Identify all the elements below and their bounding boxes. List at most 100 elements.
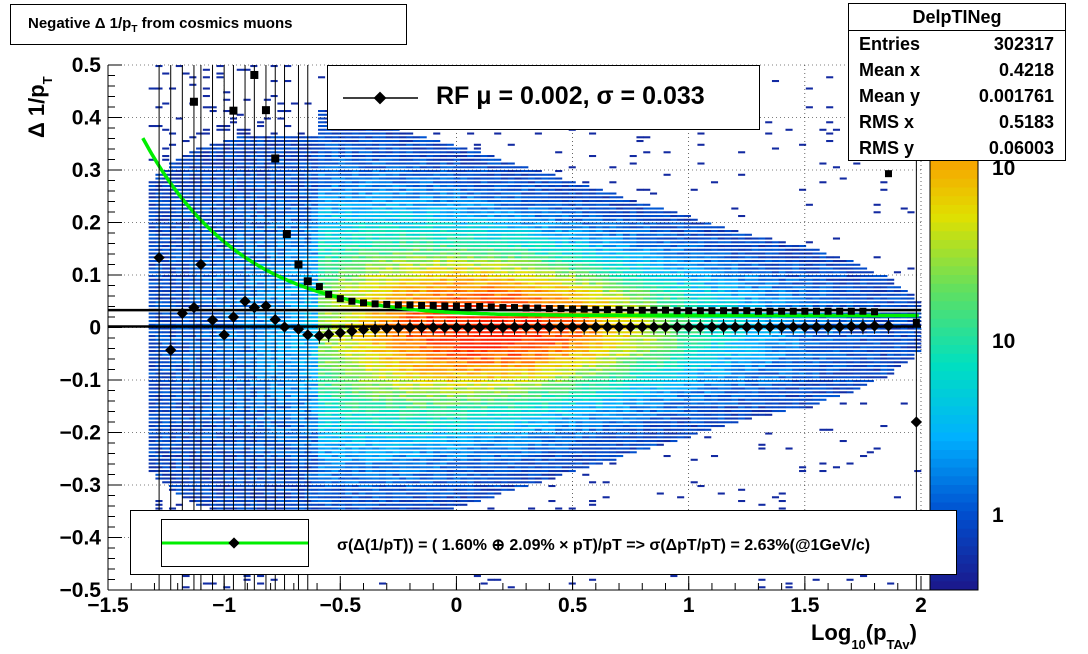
heat-cell — [351, 293, 359, 296]
heat-cell — [250, 342, 258, 345]
heat-cell — [406, 357, 414, 360]
heat-cell — [399, 466, 407, 469]
heat-cell — [399, 222, 407, 225]
heat-cell — [433, 132, 441, 135]
heat-cell — [202, 215, 210, 218]
heat-cell — [385, 338, 393, 341]
heat-cell — [243, 282, 251, 285]
heat-cell — [196, 462, 204, 465]
heat-cell — [426, 143, 434, 146]
heat-cell — [453, 451, 461, 454]
heat-cell — [189, 413, 197, 416]
heat-cell — [365, 211, 373, 214]
heat-cell — [433, 481, 441, 484]
heat-cell — [209, 155, 217, 158]
heat-cell — [412, 241, 420, 244]
heat-cell — [351, 218, 359, 221]
heat-cell — [223, 98, 231, 101]
heat-cell — [318, 492, 326, 495]
heat-cell — [236, 327, 244, 330]
heat-cell — [318, 192, 326, 195]
heat-cell — [175, 117, 183, 120]
heat-cell — [331, 297, 339, 300]
heat-cell — [406, 342, 414, 345]
heat-cell — [162, 417, 170, 420]
heat-cell — [392, 331, 400, 334]
heat-cell — [236, 455, 244, 458]
heat-cell — [426, 312, 434, 315]
heat-cell — [236, 312, 244, 315]
heat-cell — [345, 455, 353, 458]
heat-cell — [263, 440, 271, 443]
heat-cell — [372, 413, 380, 416]
heat-cell — [168, 473, 177, 476]
heat-cell — [412, 275, 420, 278]
heat-cell — [426, 192, 434, 195]
heat-cell — [379, 237, 387, 240]
heat-cell — [162, 155, 170, 158]
heat-cell — [467, 331, 475, 334]
heat-cell — [216, 218, 224, 221]
heat-cell — [277, 282, 285, 285]
heat-cell — [284, 211, 292, 214]
heat-cell — [311, 387, 319, 390]
heat-cell — [467, 297, 475, 300]
heat-cell — [460, 301, 468, 304]
heat-cell — [182, 211, 190, 214]
heat-cell — [426, 361, 434, 364]
heat-cell — [257, 200, 265, 203]
heat-cell — [385, 166, 393, 169]
heat-cell — [236, 350, 244, 353]
heat-cell — [351, 425, 359, 428]
heat-cell — [277, 395, 285, 398]
heat-cell — [365, 215, 373, 218]
heat-cell — [372, 173, 380, 176]
heat-cell — [419, 230, 427, 233]
heat-cell — [263, 278, 271, 281]
heat-cell — [439, 237, 448, 240]
heat-cell — [331, 155, 339, 158]
heat-cell — [460, 485, 468, 488]
heat-cell — [331, 365, 339, 368]
heat-cell — [467, 443, 475, 446]
heat-cell — [270, 181, 278, 184]
heat-cell — [399, 245, 407, 248]
heat-cell — [243, 226, 251, 229]
heat-cell — [290, 252, 299, 255]
heat-cell — [406, 293, 414, 296]
heat-cell — [324, 320, 332, 323]
heat-cell — [196, 395, 204, 398]
heat-cell — [270, 335, 278, 338]
heat-cell — [399, 473, 407, 476]
heat-cell — [318, 503, 326, 506]
heat-cell — [379, 350, 387, 353]
heat-cell — [263, 387, 271, 390]
heat-cell — [270, 192, 278, 195]
heat-cell — [290, 215, 299, 218]
heat-cell — [189, 500, 197, 503]
heat-cell — [324, 173, 332, 176]
heat-cell — [223, 338, 231, 341]
heat-cell — [284, 245, 292, 248]
heat-cell — [399, 462, 407, 465]
heat-cell — [243, 458, 251, 461]
heat-cell — [270, 402, 278, 405]
heat-cell — [426, 203, 434, 206]
heat-cell — [290, 185, 299, 188]
heat-cell — [331, 410, 339, 413]
heat-cell — [439, 196, 448, 199]
heat-cell — [351, 398, 359, 401]
heat-cell — [467, 421, 475, 424]
heat-cell — [399, 286, 407, 289]
heat-cell — [399, 140, 407, 143]
heat-cell — [243, 342, 251, 345]
heat-cell — [257, 301, 265, 304]
heat-cell — [223, 425, 231, 428]
heat-cell — [318, 196, 326, 199]
heat-cell — [311, 507, 319, 510]
heat-cell — [196, 365, 204, 368]
heat-cell — [277, 376, 285, 379]
heat-cell — [467, 278, 475, 281]
heat-cell — [324, 507, 332, 510]
heat-cell — [392, 312, 400, 315]
